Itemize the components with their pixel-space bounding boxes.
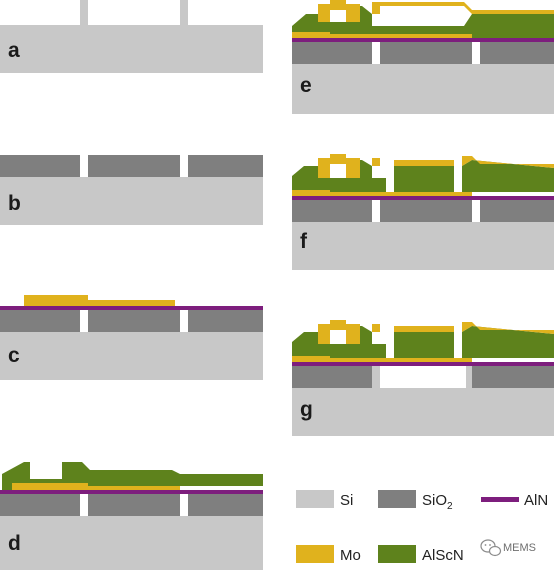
alscn-layer xyxy=(462,326,554,358)
legend-swatch-alscn xyxy=(378,545,416,563)
mo-top-electrode xyxy=(462,156,554,168)
mo-top-electrode xyxy=(318,154,360,178)
panel-e-label: e xyxy=(300,74,312,97)
mo-top-electrode xyxy=(372,2,554,14)
panel-b-label: b xyxy=(8,192,21,215)
alscn-layer xyxy=(462,160,554,192)
legend-label-si: Si xyxy=(340,492,353,509)
alscn-layer xyxy=(394,166,454,192)
sio2-block xyxy=(0,494,80,516)
watermark-text: MEMS xyxy=(503,542,536,554)
legend-swatch-sio2 xyxy=(378,490,416,508)
sio2-block xyxy=(188,494,263,516)
legend: Si SiO2 AlN Mo AlScN xyxy=(296,490,548,564)
legend-label-aln: AlN xyxy=(524,492,548,509)
mo-top-electrode xyxy=(318,320,360,344)
legend-swatch-si xyxy=(296,490,334,508)
si-pillar xyxy=(80,0,88,26)
mo-electrode xyxy=(24,295,175,306)
legend-label-sio2-subscript: 2 xyxy=(447,501,453,512)
panel-g-label: g xyxy=(300,398,313,421)
mo-top-electrode xyxy=(372,324,380,332)
aln-layer xyxy=(292,38,554,42)
sio2-block xyxy=(480,42,554,64)
sio2-block xyxy=(480,200,554,222)
panel-a: a xyxy=(0,0,263,73)
sio2-block xyxy=(188,310,263,332)
sio2-block xyxy=(88,310,180,332)
panel-e: e xyxy=(292,0,554,114)
sio2-block xyxy=(292,366,372,388)
sio2-block xyxy=(188,155,263,177)
panel-g: g xyxy=(292,320,554,436)
mo-top-electrode xyxy=(318,0,360,22)
si-substrate xyxy=(292,222,554,270)
si-substrate xyxy=(0,177,263,225)
sio2-block xyxy=(88,494,180,516)
mo-bottom-electrode xyxy=(292,32,472,38)
legend-label-alscn: AlScN xyxy=(422,547,464,564)
panel-d-label: d xyxy=(8,532,21,555)
mo-bottom-electrode xyxy=(292,356,472,362)
sio2-block xyxy=(380,200,472,222)
mo-bottom-electrode xyxy=(292,190,472,196)
legend-swatch-aln xyxy=(481,497,519,502)
panel-f-label: f xyxy=(300,230,308,253)
panel-f: f xyxy=(292,154,554,270)
si-substrate xyxy=(0,25,263,73)
aln-layer xyxy=(0,306,263,310)
mo-top-electrode xyxy=(394,326,454,332)
si-substrate xyxy=(0,332,263,380)
aln-layer xyxy=(0,490,263,494)
watermark: MEMS xyxy=(480,539,536,557)
panel-d: d xyxy=(0,462,263,570)
sio2-block xyxy=(472,366,554,388)
sio2-block xyxy=(0,155,80,177)
legend-label-sio2: SiO2 xyxy=(422,492,453,512)
panel-c-label: c xyxy=(8,344,20,367)
mo-top-electrode xyxy=(462,322,554,334)
panel-c: c xyxy=(0,295,263,380)
si-substrate xyxy=(292,64,554,114)
aln-layer xyxy=(292,362,554,366)
sio2-block xyxy=(88,155,180,177)
si-substrate xyxy=(0,516,263,570)
aln-layer xyxy=(292,196,554,200)
alscn-layer xyxy=(394,332,454,358)
panel-a-label: a xyxy=(8,39,20,62)
si-substrate-with-cavity xyxy=(292,366,554,436)
alscn-layer xyxy=(292,326,386,358)
wechat-icon xyxy=(480,539,502,557)
sio2-block xyxy=(380,42,472,64)
mo-electrode xyxy=(12,483,180,490)
mo-top-electrode xyxy=(394,160,454,166)
legend-swatch-mo xyxy=(296,545,334,563)
alscn-layer xyxy=(292,160,386,192)
released-cavity xyxy=(380,366,466,388)
si-pillar xyxy=(180,0,188,26)
sio2-block xyxy=(0,310,80,332)
sio2-block xyxy=(292,42,372,64)
mo-top-electrode xyxy=(372,158,380,166)
legend-label-mo: Mo xyxy=(340,547,361,564)
sio2-block xyxy=(292,200,372,222)
panel-b: b xyxy=(0,155,263,225)
